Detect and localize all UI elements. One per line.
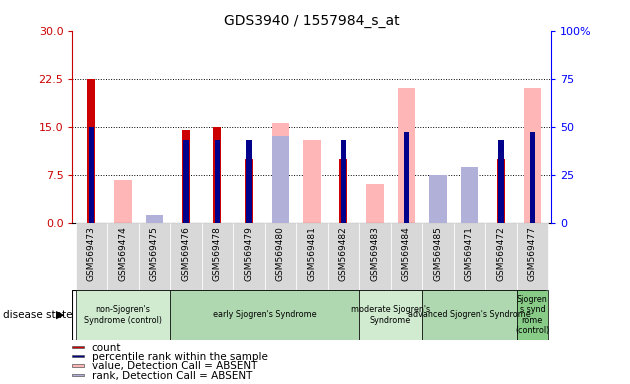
Bar	[72, 346, 84, 348]
Bar	[359, 223, 391, 290]
Bar	[429, 175, 447, 223]
Bar	[214, 127, 221, 223]
Bar	[170, 223, 202, 290]
Text: GSM569471: GSM569471	[465, 226, 474, 281]
Text: moderate Sjogren's
Syndrome: moderate Sjogren's Syndrome	[351, 305, 430, 324]
Bar	[272, 123, 289, 223]
Text: Sjogren
s synd
rome
(control): Sjogren s synd rome (control)	[515, 295, 549, 335]
Bar	[76, 223, 107, 290]
Text: early Sjogren's Syndrome: early Sjogren's Syndrome	[213, 310, 316, 319]
Bar	[366, 184, 384, 223]
Text: non-Sjogren's
Syndrome (control): non-Sjogren's Syndrome (control)	[84, 305, 162, 324]
Bar	[202, 223, 233, 290]
Bar	[114, 180, 132, 223]
Text: percentile rank within the sample: percentile rank within the sample	[91, 353, 268, 362]
Text: disease state: disease state	[3, 310, 72, 320]
Bar	[72, 364, 84, 367]
Bar	[76, 290, 170, 340]
Text: GSM569473: GSM569473	[87, 226, 96, 281]
Text: GSM569479: GSM569479	[244, 226, 253, 281]
Bar	[107, 223, 139, 290]
Text: GSM569477: GSM569477	[528, 226, 537, 281]
Bar	[524, 88, 541, 223]
Bar	[139, 223, 170, 290]
Bar	[429, 175, 447, 223]
Text: count: count	[91, 343, 121, 353]
Text: GSM569483: GSM569483	[370, 226, 379, 281]
Bar	[517, 223, 548, 290]
Text: GSM569485: GSM569485	[433, 226, 442, 281]
Bar	[461, 179, 478, 223]
Bar	[340, 140, 347, 223]
Bar	[340, 159, 347, 223]
Text: GSM569474: GSM569474	[118, 226, 127, 281]
Bar	[422, 223, 454, 290]
Bar	[403, 132, 410, 223]
Text: GSM569480: GSM569480	[276, 226, 285, 281]
Bar	[146, 215, 163, 223]
Bar	[233, 223, 265, 290]
Text: GSM569481: GSM569481	[307, 226, 316, 281]
Bar	[517, 290, 548, 340]
Bar	[72, 355, 84, 358]
Bar	[359, 290, 422, 340]
Bar	[182, 130, 190, 223]
Bar	[497, 159, 505, 223]
Bar	[183, 140, 189, 223]
Text: value, Detection Call = ABSENT: value, Detection Call = ABSENT	[91, 361, 257, 371]
Bar	[146, 215, 163, 223]
Bar	[529, 132, 535, 223]
Bar	[398, 88, 415, 223]
Bar	[214, 140, 220, 223]
Text: GSM569476: GSM569476	[181, 226, 190, 281]
Bar	[461, 167, 478, 223]
Title: GDS3940 / 1557984_s_at: GDS3940 / 1557984_s_at	[224, 14, 399, 28]
Bar	[246, 140, 251, 223]
Bar	[245, 159, 253, 223]
Bar	[296, 223, 328, 290]
Text: GSM569472: GSM569472	[496, 226, 505, 281]
Text: GSM569478: GSM569478	[213, 226, 222, 281]
Bar	[88, 127, 94, 223]
Bar	[88, 79, 95, 223]
Text: rank, Detection Call = ABSENT: rank, Detection Call = ABSENT	[91, 371, 252, 381]
Bar	[303, 140, 321, 223]
Bar	[72, 374, 84, 376]
Bar	[498, 140, 504, 223]
Text: advanced Sjogren's Syndrome: advanced Sjogren's Syndrome	[408, 310, 530, 319]
Bar	[265, 223, 296, 290]
Bar	[272, 136, 289, 223]
Text: GSM569482: GSM569482	[339, 226, 348, 281]
Text: GSM569475: GSM569475	[150, 226, 159, 281]
Bar	[485, 223, 517, 290]
Text: ▶: ▶	[55, 310, 64, 320]
Text: GSM569484: GSM569484	[402, 226, 411, 281]
Bar	[391, 223, 422, 290]
Bar	[422, 290, 517, 340]
Bar	[454, 223, 485, 290]
Bar	[170, 290, 359, 340]
Bar	[328, 223, 359, 290]
